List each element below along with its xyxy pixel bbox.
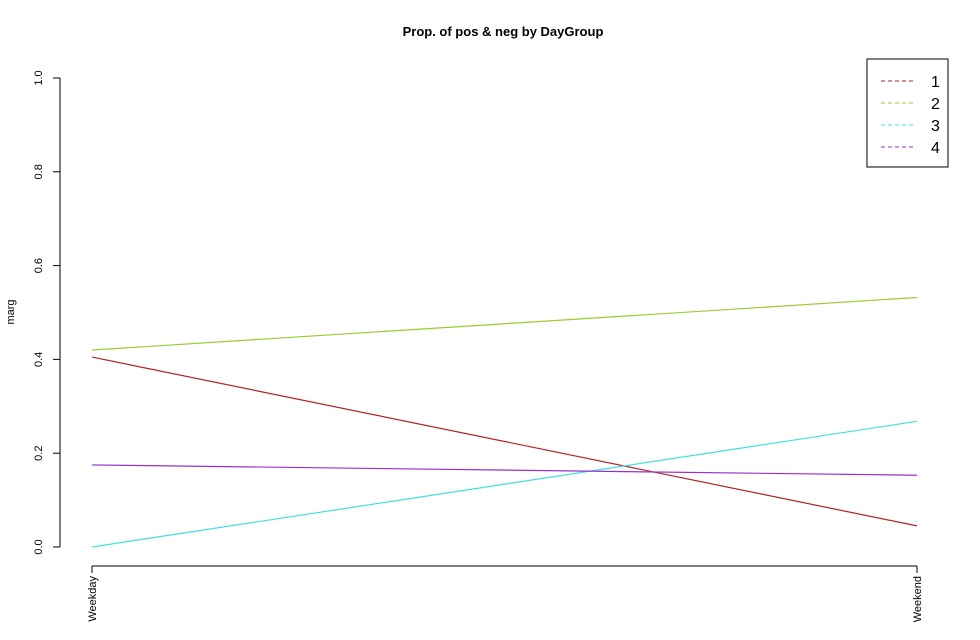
- y-axis-label: marg: [5, 299, 17, 324]
- y-tick-label: 0.0: [33, 539, 45, 554]
- legend-entry-label: 4: [931, 140, 940, 157]
- series-line-3: [91, 420, 918, 548]
- x-axis: Weekday Weekend: [87, 565, 924, 622]
- legend-entry-label: 2: [931, 96, 940, 113]
- series-line-4: [91, 464, 918, 476]
- legend-entry-label: 3: [931, 118, 940, 135]
- series-lines: [91, 296, 918, 548]
- legend: 1 2 3 4: [866, 58, 949, 168]
- legend-entry-label: 1: [931, 74, 940, 91]
- y-tick-label: 1.0: [33, 70, 45, 85]
- y-tick-label: 0.8: [33, 164, 45, 179]
- y-tick-label: 0.4: [33, 352, 45, 367]
- y-tick-label: 0.2: [33, 446, 45, 461]
- x-tick-label: Weekday: [87, 576, 99, 622]
- x-tick-label: Weekend: [912, 576, 924, 622]
- y-axis: 0.0 0.2 0.4 0.6 0.8 1.0: [33, 70, 61, 555]
- chart-title: Prop. of pos & neg by DayGroup: [403, 24, 604, 39]
- series-line-1: [91, 356, 918, 527]
- y-tick-label: 0.6: [33, 258, 45, 273]
- series-line-2: [91, 296, 918, 351]
- legend-box: [866, 58, 949, 168]
